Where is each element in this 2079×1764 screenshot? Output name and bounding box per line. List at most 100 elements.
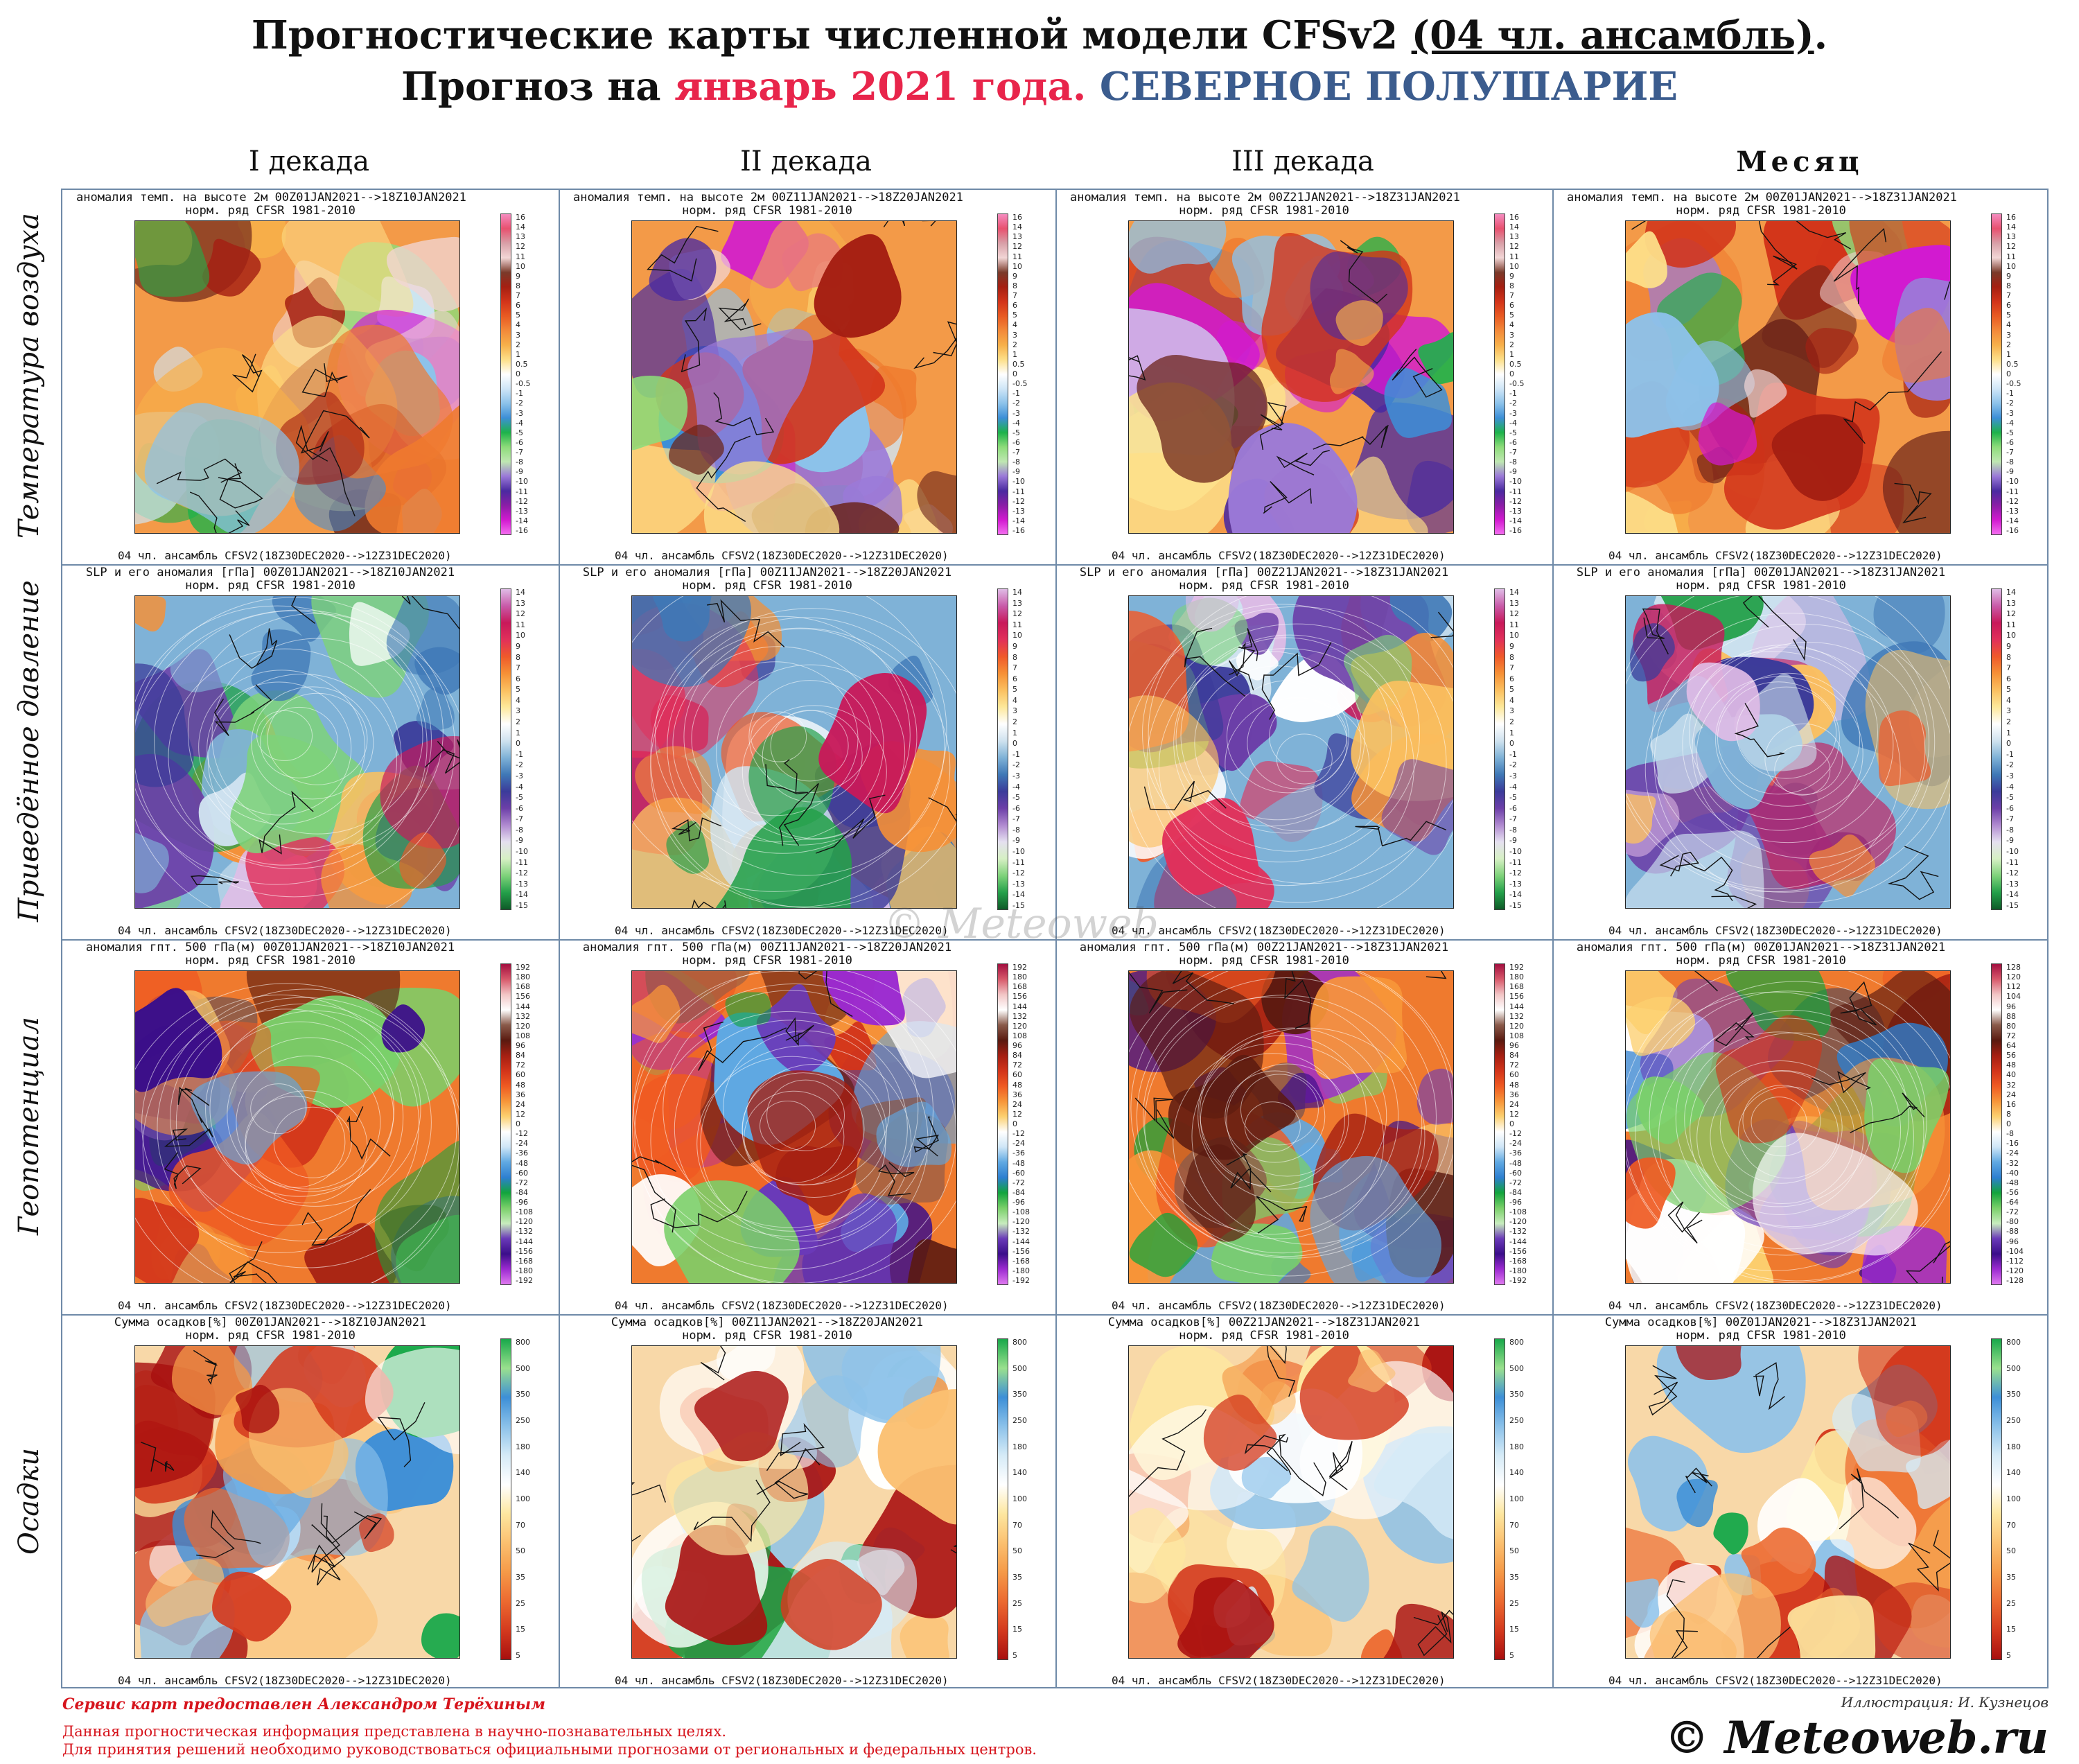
colorbar-tick-label: 156 (516, 992, 530, 1002)
colorbar-tick-label: 250 (2006, 1416, 2021, 1425)
colorbar-tick-label: 350 (2006, 1390, 2021, 1399)
anomaly-region (251, 629, 311, 701)
colorbar-tick-label: -6 (2006, 803, 2014, 813)
colorbar-tick-label: 96 (2006, 1002, 2016, 1011)
colorbar-tick-label: -32 (2006, 1158, 2019, 1168)
panel-geopotential-2: аномалия гпт. 500 гПа(м) 00Z11JAN2021-->… (559, 940, 1056, 1315)
coastline (1172, 971, 1234, 1004)
colorbar-tick-label: 9 (1509, 641, 1514, 651)
forecast-map[interactable] (1625, 1345, 1951, 1659)
colorbar-tick-label: -16 (1012, 526, 1025, 535)
isobar-line (1129, 606, 1453, 908)
coastline (913, 321, 956, 369)
panel-title-period: SLP и его аномалия [гПа] 00Z01JAN2021-->… (1576, 566, 1946, 579)
column-header-decade-1: I декада (248, 146, 370, 177)
forecast-map[interactable] (631, 1345, 957, 1659)
isobar-line (742, 705, 887, 839)
forecast-map[interactable] (1128, 970, 1454, 1284)
colorbar-tick-label: -8 (2006, 1129, 2014, 1139)
colorbar-tick-label: 60 (1012, 1070, 1022, 1080)
colorbar-tick-label: 250 (1509, 1416, 1524, 1425)
isobar-line (1635, 981, 1950, 1282)
panel-title-period: аномалия гпт. 500 гПа(м) 00Z21JAN2021-->… (1079, 941, 1449, 954)
forecast-map[interactable] (631, 970, 957, 1284)
panel-title: аномалия темп. на высоте 2м 00Z01JAN2021… (1567, 191, 1957, 218)
anomaly-region (135, 832, 169, 893)
colorbar-tick-label: 25 (2006, 1598, 2016, 1608)
colorbar-tick-label: 11 (516, 620, 525, 629)
anomaly-region (1741, 1527, 1816, 1599)
colorbar-tick-label: 11 (1012, 252, 1022, 261)
coastline (632, 1535, 641, 1542)
forecast-map[interactable] (1128, 595, 1454, 909)
isobar-line (700, 1045, 912, 1242)
colorbar-tick-label: 11 (2006, 620, 2016, 629)
coastline (681, 307, 708, 373)
colorbar-tick-label: -72 (2006, 1207, 2019, 1217)
forecast-map[interactable] (1128, 1345, 1454, 1659)
anomaly-region (668, 424, 724, 475)
colorbar-tick-label: -4 (1012, 418, 1020, 428)
anomaly-region (824, 1021, 877, 1071)
colorbar-tick-label: -40 (2006, 1168, 2019, 1178)
colorbar-tick-label: -8 (2006, 457, 2014, 467)
colorbar-ticks: 16 14 13 12 11 10 9 8 7 6 5 4 3 2 1 0.5 0 -0.5 -1 -2 -3 -4 -5-… (1012, 213, 1054, 535)
colorbar-tick-label: -0.5 (516, 379, 531, 389)
page-title-line-2: Прогноз на январь 2021 года. СЕВЕРНОЕ ПО… (0, 64, 2079, 110)
colorbar-tick-label: 7 (1509, 663, 1514, 673)
anomaly-region (694, 1370, 789, 1462)
colorbar-tick-label: -104 (2006, 1246, 2024, 1256)
coastline (756, 1447, 821, 1499)
grid-divider-horizontal (62, 939, 2047, 941)
forecast-map[interactable] (1128, 220, 1454, 534)
isobar-line (696, 1056, 886, 1232)
colorbar-tick-label: 13 (516, 598, 525, 608)
colorbar-tick-label: 180 (516, 1442, 530, 1451)
colorbar-tick-label: 10 (516, 261, 525, 271)
colorbar-tick-label: 70 (516, 1520, 525, 1530)
isobar-line (1684, 1031, 1874, 1207)
anomaly-region (649, 238, 717, 302)
forecast-map[interactable] (1625, 220, 1951, 534)
coastline (177, 1086, 210, 1123)
panel-precipitation-4: Сумма осадков[%] 00Z01JAN2021-->18Z31JAN… (1553, 1315, 2050, 1690)
forecast-map[interactable] (134, 220, 460, 534)
colorbar-tick-label: 800 (2006, 1338, 2021, 1347)
coastline (779, 783, 819, 846)
forecast-map[interactable] (631, 220, 957, 534)
coastline (883, 221, 936, 227)
isobar-line (209, 1010, 421, 1207)
forecast-map[interactable] (134, 970, 460, 1284)
row-label-temperature: Температура воздуха (13, 213, 45, 539)
disclaimer-line-2: Для принятия решений необходимо руководс… (62, 1741, 1037, 1758)
panel-footer: 04 чл. ансамбль CFSV2(18Z30DEC2020-->12Z… (1608, 1299, 1942, 1312)
anomaly-region (1381, 759, 1453, 855)
anomaly-region (773, 1193, 897, 1283)
panel-title-norm: норм. ряд CFSR 1981-2010 (185, 579, 356, 593)
panel-title: аномалия гпт. 500 гПа(м) 00Z11JAN2021-->… (573, 941, 961, 968)
forecast-map[interactable] (1625, 970, 1951, 1284)
copyright-logo[interactable]: © Meteoweb.ru (1665, 1712, 2049, 1764)
colorbar-tick-label: 5 (1012, 1651, 1017, 1660)
colorbar-tick-label: 180 (2006, 1442, 2021, 1451)
colorbar (997, 213, 1008, 535)
colorbar (1991, 588, 2002, 910)
colorbar-tick-label: 4 (1509, 695, 1514, 705)
colorbar-tick-label: -180 (516, 1266, 533, 1275)
isobar-line (1148, 596, 1453, 884)
colorbar-tick-label: 12 (516, 1109, 525, 1119)
forecast-map[interactable] (1625, 595, 1951, 909)
colorbar-tick-label: -132 (1509, 1227, 1527, 1237)
coastline (1229, 628, 1258, 675)
isobar-line (1226, 680, 1349, 794)
map-field (1129, 1346, 1453, 1658)
forecast-map[interactable] (134, 1345, 460, 1659)
forecast-map[interactable] (631, 595, 957, 909)
colorbar-tick-label: -108 (1509, 1207, 1527, 1217)
colorbar-tick-label: 13 (1012, 598, 1022, 608)
isobar-line (683, 628, 918, 846)
forecast-map[interactable] (134, 595, 460, 909)
colorbar-tick-label: 11 (1012, 620, 1022, 629)
isobar-line (1696, 676, 1863, 831)
colorbar-tick-label: 10 (1012, 631, 1022, 640)
